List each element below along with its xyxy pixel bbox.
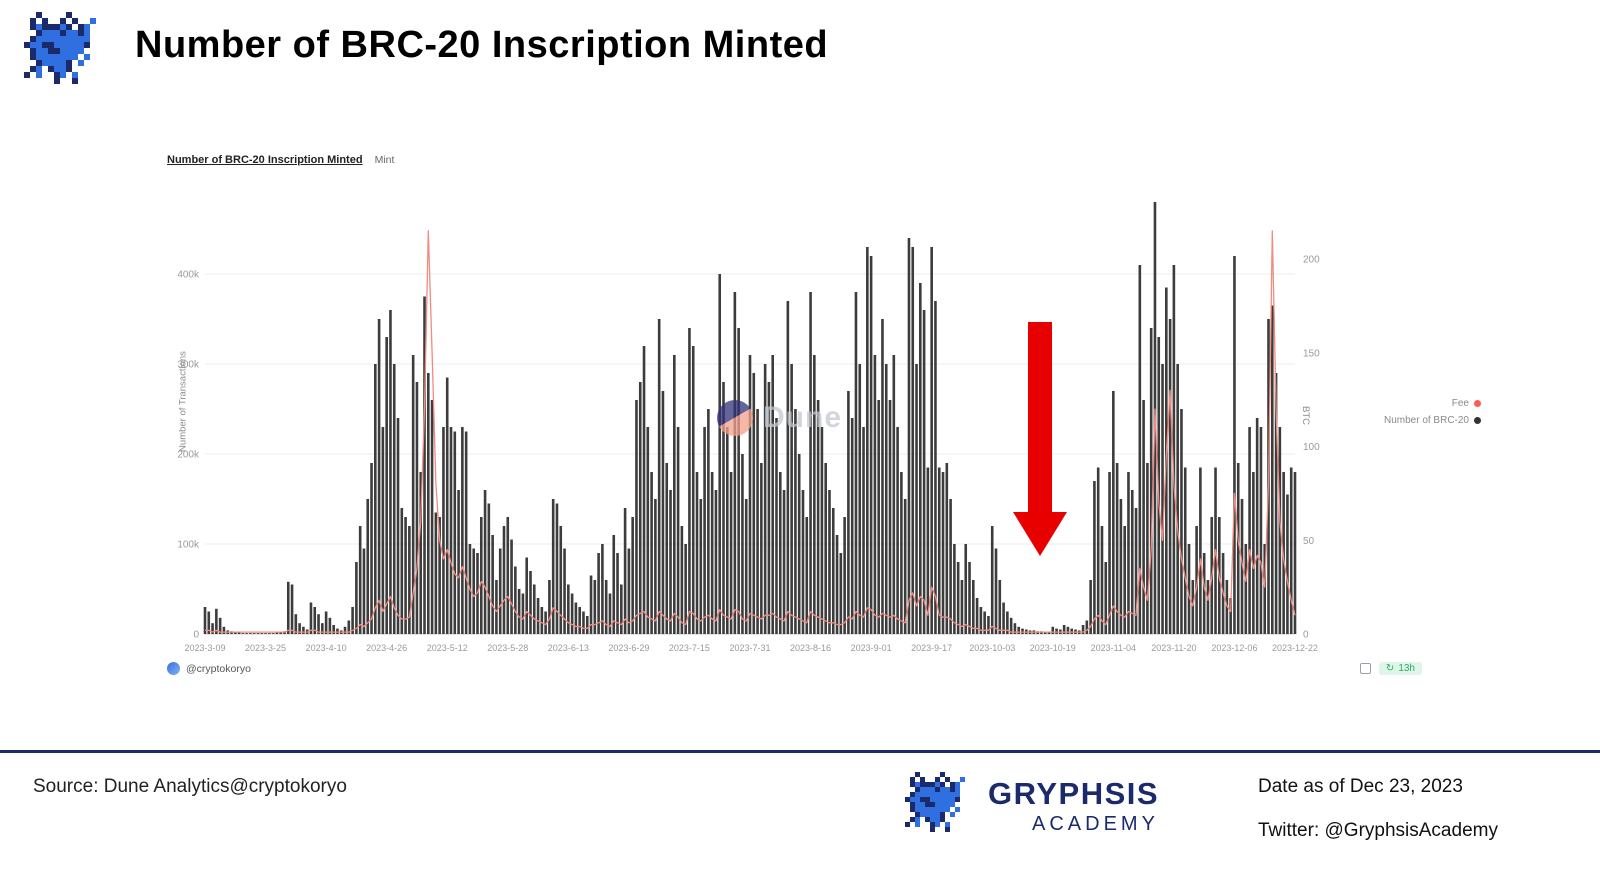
svg-text:2023-7-31: 2023-7-31 [729, 643, 770, 653]
svg-text:200: 200 [1303, 255, 1320, 266]
chart-author-link[interactable]: @cryptokoryo [167, 662, 251, 675]
page-title: Number of BRC-20 Inscription Minted [135, 24, 829, 66]
svg-text:2023-3-25: 2023-3-25 [245, 643, 286, 653]
dune-watermark-text: Dune [763, 401, 842, 434]
svg-text:2023-12-22: 2023-12-22 [1272, 643, 1318, 653]
svg-text:2023-5-28: 2023-5-28 [487, 643, 528, 653]
svg-text:150: 150 [1303, 348, 1320, 359]
legend-item-fee[interactable]: Fee [1363, 398, 1481, 409]
brand-name: GRYPHSIS [988, 776, 1160, 811]
tab-mint[interactable]: Mint [374, 154, 395, 166]
svg-text:2023-10-03: 2023-10-03 [969, 643, 1015, 653]
chart-legend: Fee Number of BRC-20 [1363, 398, 1481, 432]
expand-icon[interactable] [1359, 663, 1371, 674]
svg-text:0: 0 [193, 630, 199, 641]
svg-text:100: 100 [1303, 442, 1320, 453]
svg-text:2023-11-04: 2023-11-04 [1091, 643, 1136, 653]
gryphsis-dragon-logo-icon [24, 12, 104, 86]
svg-text:2023-12-06: 2023-12-06 [1211, 643, 1257, 653]
svg-text:400k: 400k [177, 270, 200, 281]
svg-text:200k: 200k [177, 450, 200, 461]
gryphsis-dragon-logo-footer-icon [905, 772, 971, 834]
svg-text:0: 0 [1303, 630, 1309, 641]
svg-text:2023-11-20: 2023-11-20 [1151, 643, 1196, 653]
chart-actions: ↻ 13h [1359, 662, 1422, 675]
svg-text:2023-7-15: 2023-7-15 [669, 643, 710, 653]
author-avatar [167, 662, 180, 675]
svg-text:2023-10-19: 2023-10-19 [1030, 643, 1076, 653]
highlight-arrow-down-icon [1013, 322, 1067, 558]
svg-text:2023-4-10: 2023-4-10 [306, 643, 347, 653]
source-credit: Source: Dune Analytics@cryptokoryo [33, 776, 347, 797]
arrow-shaft [1028, 322, 1052, 514]
footer-divider [0, 750, 1600, 753]
dune-watermark: Dune [717, 400, 842, 436]
date-label: Date as of Dec 23, 2023 [1258, 776, 1463, 797]
svg-text:2023-9-01: 2023-9-01 [851, 643, 892, 653]
svg-text:2023-9-17: 2023-9-17 [911, 643, 952, 653]
svg-text:2023-3-09: 2023-3-09 [184, 643, 225, 653]
author-handle: @cryptokoryo [186, 662, 251, 675]
y-axis-label-left: Number of Transactions [177, 351, 189, 452]
twitter-handle: Twitter: @GryphsisAcademy [1258, 820, 1498, 841]
y-axis-label-right: BTC [1300, 406, 1311, 425]
chart-footer: @cryptokoryo ↻ 13h [167, 662, 1422, 675]
brand-subtitle: ACADEMY [1032, 813, 1159, 835]
svg-text:2023-5-12: 2023-5-12 [427, 643, 468, 653]
refresh-age: 13h [1398, 663, 1415, 674]
legend-item-brc20[interactable]: Number of BRC-20 [1363, 415, 1481, 426]
fee-series-dot-icon [1474, 400, 1481, 407]
arrow-head [1013, 512, 1067, 556]
brc20-series-dot-icon [1474, 417, 1481, 424]
svg-text:2023-6-29: 2023-6-29 [608, 643, 649, 653]
refresh-icon: ↻ [1385, 663, 1395, 674]
chart-title: Number of BRC-20 Inscription Minted [167, 154, 363, 166]
dune-logo-icon [717, 400, 753, 436]
legend-label: Number of BRC-20 [1383, 415, 1469, 426]
svg-text:50: 50 [1303, 536, 1315, 547]
svg-text:100k: 100k [177, 540, 200, 551]
brc20-mint-chart-plot: 0 100k 200k 300k 400k 0 50 100 150 200 2023-3-09 20… [177, 202, 1320, 653]
dune-chart-card: Number of BRC-20 Inscription Minted Mint… [165, 148, 1481, 708]
svg-text:2023-8-16: 2023-8-16 [790, 643, 831, 653]
svg-text:300k: 300k [177, 360, 200, 371]
chart-header: Number of BRC-20 Inscription Minted Mint [167, 154, 394, 166]
legend-label: Fee [1451, 398, 1469, 409]
svg-text:2023-4-26: 2023-4-26 [366, 643, 407, 653]
refresh-badge[interactable]: ↻ 13h [1378, 662, 1422, 675]
svg-text:2023-6-13: 2023-6-13 [548, 643, 589, 653]
